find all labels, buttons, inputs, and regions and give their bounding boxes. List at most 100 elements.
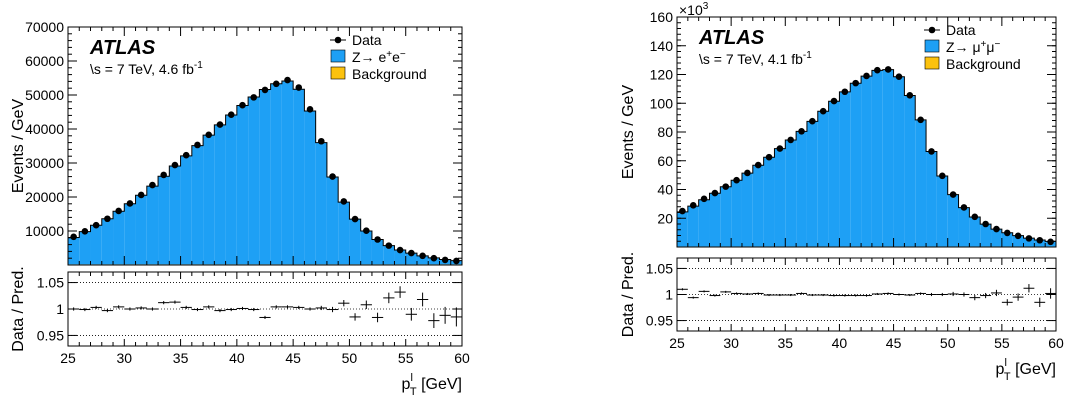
y-axis-label: Events / GeV	[10, 99, 27, 194]
data-point	[917, 116, 924, 124]
data-point	[216, 121, 224, 128]
data-point	[182, 151, 190, 159]
data-point	[809, 117, 816, 125]
signal-bar	[806, 121, 818, 247]
y-tick-label: 40000	[25, 121, 64, 137]
legend-signal-sup2: −	[994, 39, 1000, 50]
y-tick-label: 140	[650, 38, 674, 54]
data-point	[363, 227, 370, 234]
data-point	[787, 136, 794, 144]
data-point	[261, 86, 269, 94]
data-point	[754, 161, 762, 169]
data-point	[819, 107, 827, 115]
data-point	[272, 80, 280, 88]
legend-signal-main: Z→ μ	[946, 39, 981, 55]
data-point	[160, 171, 167, 179]
data-point	[396, 246, 404, 254]
data-point	[171, 161, 179, 169]
signal-bar	[416, 255, 429, 265]
signal-bar	[1023, 238, 1035, 247]
data-point	[104, 215, 111, 223]
energy-lumi-label: \s = 7 TeV, 4.6 fb-1	[90, 60, 203, 77]
data-point	[798, 127, 805, 135]
data-point	[205, 131, 213, 139]
signal-bar	[360, 231, 372, 265]
signal-bar	[169, 166, 181, 265]
signal-bar	[90, 225, 102, 265]
data-point	[419, 252, 426, 260]
y-tick-label: 30000	[25, 155, 64, 171]
signal-bar	[225, 115, 237, 265]
legend-background-label: Background	[352, 66, 427, 82]
legend-background-label: Background	[946, 56, 1021, 72]
data-point	[939, 172, 946, 180]
ratio-panel: 0.95 1 1.05 25 30 35 40 45 50 55 60 Data / Pred. pl T…	[10, 266, 470, 398]
data-point	[689, 202, 697, 209]
signal-bar	[371, 239, 384, 265]
data-point	[928, 148, 935, 155]
legend-signal-label: Z→ e+e−	[352, 49, 406, 65]
signal-bar	[326, 176, 339, 265]
x-axis-label-unit: [GeV]	[1011, 361, 1056, 378]
signal-bar	[180, 155, 192, 265]
signal-bar	[752, 165, 764, 247]
x-tick-label: 40	[832, 335, 848, 351]
y-tick-label: 120	[650, 67, 674, 83]
data-point	[194, 141, 201, 149]
y-tick-label: 70000	[25, 19, 64, 35]
signal-bar	[698, 199, 710, 247]
y-tick-label: 100	[650, 95, 674, 111]
signal-bar	[947, 194, 959, 247]
data-point	[115, 207, 122, 215]
x-tick-label: 45	[285, 350, 301, 366]
x-tick-label: 60	[1048, 335, 1064, 351]
signal-bar	[79, 231, 91, 265]
data-point	[1014, 232, 1022, 240]
signal-bar	[871, 70, 883, 247]
data-point	[295, 84, 303, 91]
experiment-label: ATLAS	[89, 37, 156, 59]
signal-bar	[383, 245, 395, 265]
data-point	[874, 66, 881, 74]
signal-bar	[731, 180, 742, 247]
data-point	[895, 73, 903, 80]
x-axis-label-sup: l	[1004, 357, 1006, 369]
signal-bar	[817, 111, 829, 247]
legend-data-marker	[928, 26, 936, 34]
signal-bar	[720, 186, 732, 247]
lumi-exponent: -1	[803, 50, 812, 61]
y-tick-label: 80	[657, 124, 673, 140]
signal-bar	[270, 83, 282, 265]
signal-bar	[687, 206, 699, 247]
signal-bar	[293, 89, 305, 265]
legend-data-label: Data	[946, 22, 976, 38]
signal-bar	[785, 140, 797, 247]
data-point	[852, 79, 859, 87]
signal-bar	[68, 237, 80, 265]
data-point	[679, 207, 686, 215]
experiment-label: ATLAS	[698, 27, 765, 49]
data-point	[227, 111, 235, 119]
y-tick-label: 10000	[25, 223, 64, 239]
ratio-panel: 0.95 1 1.05 25 30 35 40 45 50 55 60 Data / Pred. pl T…	[620, 252, 1064, 383]
data-point	[137, 191, 145, 199]
x-tick-label: 30	[116, 350, 132, 366]
data-point	[317, 137, 325, 145]
legend-data-label: Data	[352, 32, 382, 48]
data-point	[1047, 238, 1054, 246]
signal-bar	[882, 69, 894, 247]
energy-lumi-text: \s = 7 TeV, 4.1 fb	[699, 51, 803, 67]
signal-bar	[828, 101, 840, 247]
legend-signal-sup1: +	[386, 49, 392, 60]
x-tick-label: 30	[723, 335, 739, 351]
y-tick-label: 20	[657, 210, 673, 226]
ratio-y-tick-label: 0.95	[646, 313, 673, 329]
data-point	[982, 220, 989, 228]
legend-signal-label: Z→ μ+μ−	[946, 39, 1000, 55]
x-axis-label-sub: T	[1004, 371, 1011, 383]
y-multiplier-exp: 3	[703, 1, 709, 12]
signal-bar	[338, 202, 350, 265]
signal-bar	[936, 175, 948, 247]
